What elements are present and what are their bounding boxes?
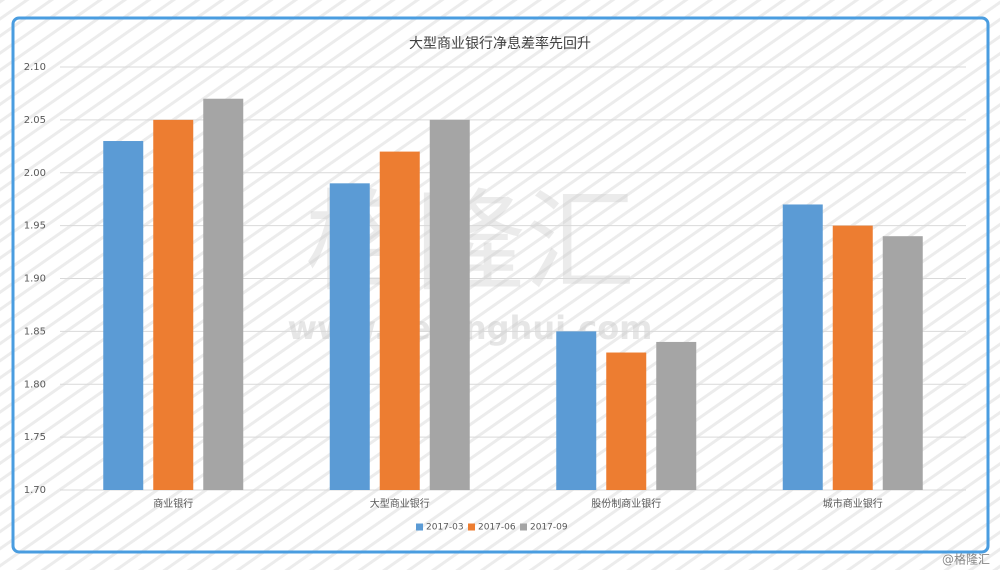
y-tick-label: 2.05 xyxy=(24,115,46,126)
x-tick-label: 商业银行 xyxy=(153,497,193,510)
y-tick-label: 1.70 xyxy=(24,485,46,496)
y-tick-label: 2.00 xyxy=(24,168,46,179)
bar xyxy=(153,119,194,490)
bar xyxy=(882,236,923,490)
y-tick-label: 1.80 xyxy=(24,379,46,390)
y-tick-label: 1.75 xyxy=(24,432,46,443)
bar xyxy=(832,225,873,490)
bar xyxy=(203,98,244,490)
legend-label: 2017-03 xyxy=(426,523,464,533)
bar xyxy=(656,341,697,490)
frame xyxy=(11,16,990,554)
bar xyxy=(329,183,370,490)
y-tick-label: 1.85 xyxy=(24,326,46,337)
legend-swatch xyxy=(416,523,423,531)
y-tick-label: 2.10 xyxy=(24,62,46,73)
credit: @格隆汇 xyxy=(942,552,990,567)
bar xyxy=(782,204,823,490)
chart-title: 大型商业银行净息差率先回升 xyxy=(409,35,591,52)
y-tick-label: 1.95 xyxy=(24,221,46,232)
x-tick-label: 城市商业银行 xyxy=(823,497,883,510)
bar xyxy=(429,119,470,490)
legend-swatch xyxy=(468,523,475,531)
y-tick-label: 1.90 xyxy=(24,274,46,285)
legend-label: 2017-06 xyxy=(478,523,516,533)
bar xyxy=(103,141,144,490)
bar xyxy=(556,331,597,490)
x-tick-label: 股份制商业银行 xyxy=(591,497,661,510)
legend-swatch xyxy=(520,523,527,531)
bar xyxy=(606,352,647,490)
legend-label: 2017-09 xyxy=(530,523,568,533)
plot: 1.70 1.75 1.80 1.85 1.90 1.95 2.00 2.05 2.10 商业银行… xyxy=(24,62,966,533)
x-tick-label: 大型商业银行 xyxy=(370,497,430,510)
bar xyxy=(379,151,420,490)
